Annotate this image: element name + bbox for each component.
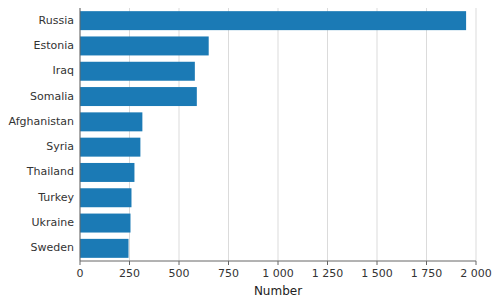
bar xyxy=(80,62,195,81)
y-axis-line xyxy=(80,8,81,261)
tick-mark xyxy=(80,261,81,265)
bar xyxy=(80,112,142,131)
grid-line xyxy=(327,8,328,261)
category-label: Thailand xyxy=(26,165,74,178)
tick-label: 750 xyxy=(218,267,239,280)
category-label: Iraq xyxy=(53,64,75,77)
tick-mark xyxy=(278,261,279,265)
category-label: Estonia xyxy=(34,39,75,52)
grid-line xyxy=(476,8,477,261)
category-label: Turkey xyxy=(37,191,74,204)
x-ticks: 0 250 500 750 1 000 1 250 1 500 1 750 2 000 xyxy=(77,261,492,280)
category-label: Afghanistan xyxy=(9,115,75,128)
chart-svg: 0 250 500 750 1 000 1 250 1 500 1 750 2 000 Russi… xyxy=(0,0,496,303)
tick-label: 1 000 xyxy=(262,267,294,280)
tick-label: 1 500 xyxy=(361,267,393,280)
tick-mark xyxy=(426,261,427,265)
category-label: Sweden xyxy=(31,241,74,254)
tick-label: 500 xyxy=(169,267,190,280)
chart-container: 0 250 500 750 1 000 1 250 1 500 1 750 2 000 Russi… xyxy=(0,0,496,303)
bar xyxy=(80,163,134,182)
x-axis-title: Number xyxy=(254,284,302,298)
grid-line xyxy=(80,8,81,261)
category-label: Somalia xyxy=(30,90,74,103)
grid-line xyxy=(278,8,279,261)
tick-label: 2 000 xyxy=(460,267,492,280)
tick-label: 0 xyxy=(77,267,84,280)
grid-line xyxy=(426,8,427,261)
grid xyxy=(80,8,476,261)
tick-mark xyxy=(476,261,477,265)
bar xyxy=(80,36,209,55)
tick-mark xyxy=(327,261,328,265)
grid-line xyxy=(377,8,378,261)
bar xyxy=(80,188,131,207)
tick-label: 1 750 xyxy=(411,267,443,280)
bar xyxy=(80,87,197,106)
tick-mark xyxy=(179,261,180,265)
bar xyxy=(80,214,130,233)
bar xyxy=(80,239,129,258)
category-label: Russia xyxy=(39,14,74,27)
tick-mark xyxy=(377,261,378,265)
tick-mark xyxy=(129,261,130,265)
bar xyxy=(80,138,140,157)
tick-mark xyxy=(228,261,229,265)
grid-line xyxy=(228,8,229,261)
tick-label: 250 xyxy=(119,267,140,280)
category-label: Syria xyxy=(46,140,74,153)
bar xyxy=(80,11,466,30)
tick-label: 1 250 xyxy=(312,267,344,280)
bars xyxy=(80,11,466,258)
y-labels: Russia Estonia Iraq Somalia Afghanistan Syria… xyxy=(9,14,75,255)
x-axis-line xyxy=(80,261,476,262)
category-label: Ukraine xyxy=(32,216,75,229)
